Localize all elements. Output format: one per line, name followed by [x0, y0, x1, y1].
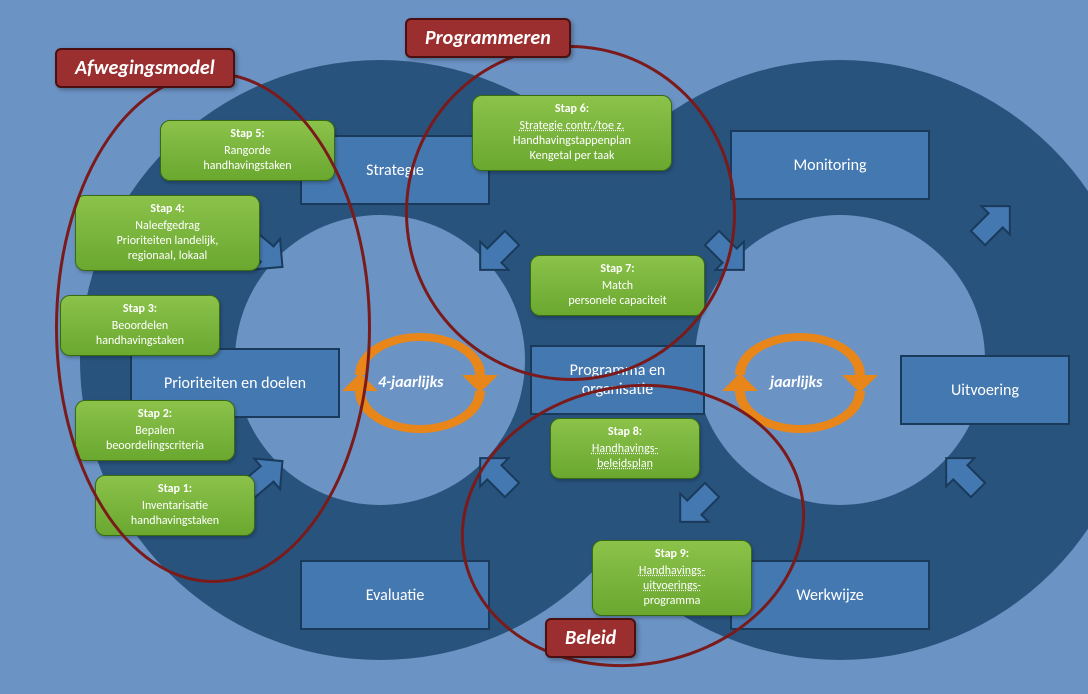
step-3-line2: handhavingstaken [96, 334, 184, 349]
step-1-line1: Inventarisatie [142, 499, 208, 514]
step-7-title: Stap 7: [600, 262, 634, 277]
step-6: Stap 6: Strategie contr./toe z.Handhaving… [472, 95, 672, 171]
step-3-title: Stap 3: [123, 302, 157, 317]
step-1-title: Stap 1: [158, 482, 192, 497]
step-9-line1: Handhavings- [639, 564, 705, 579]
step-2-title: Stap 2: [138, 407, 172, 422]
step-6-line3: Kengetal per taak [530, 149, 615, 164]
label-beleid: Beleid [545, 618, 636, 658]
box-monitoring: Monitoring [730, 130, 930, 200]
step-6-line1: Strategie contr./toe z. [520, 119, 625, 134]
step-8: Stap 8: Handhavings-beleidsplan [550, 418, 700, 479]
step-1: Stap 1: Inventarisatiehandhavingstaken [95, 475, 255, 536]
step-2: Stap 2: Bepalenbeoordelingscriteria [75, 400, 235, 461]
step-4: Stap 4: NaleefgedragPrioriteiten landelij… [75, 195, 260, 271]
step-4-line3: regionaal, lokaal [128, 249, 208, 264]
step-4-line1: Naleefgedrag [135, 219, 200, 234]
step-9-title: Stap 9: [655, 547, 689, 562]
step-5-title: Stap 5: [230, 127, 264, 142]
step-8-line2: beleidsplan [597, 457, 653, 472]
step-5-line2: handhavingstaken [203, 159, 291, 174]
step-2-line2: beoordelingscriteria [106, 439, 204, 454]
step-6-title: Stap 6: [555, 102, 589, 117]
step-8-title: Stap 8: [608, 425, 642, 440]
box-programma: Programma en organisatie [530, 345, 705, 415]
step-3-line1: Beoordelen [112, 319, 168, 334]
step-4-title: Stap 4: [150, 202, 184, 217]
step-1-line2: handhavingstaken [131, 514, 219, 529]
step-4-line2: Prioriteiten landelijk, [117, 234, 219, 249]
step-5: Stap 5: Rangordehandhavingstaken [160, 120, 335, 181]
step-7: Stap 7: Matchpersonele capaciteit [530, 255, 705, 316]
label-afwegingsmodel: Afwegingsmodel [55, 48, 235, 88]
step-3: Stap 3: Beoordelenhandhavingstaken [60, 295, 220, 356]
step-9: Stap 9: Handhavings-uitvoerings-programma [592, 540, 752, 616]
step-5-line1: Rangorde [224, 144, 271, 159]
step-2-line1: Bepalen [135, 424, 175, 439]
step-9-line2: uitvoerings- [643, 579, 701, 594]
step-9-line3: programma [644, 594, 701, 609]
step-6-line2: Handhavingstappenplan [513, 134, 631, 149]
label-programmeren: Programmeren [405, 18, 571, 58]
box-evaluatie: Evaluatie [300, 560, 490, 630]
box-uitvoering: Uitvoering [900, 355, 1070, 425]
step-8-line1: Handhavings- [592, 442, 658, 457]
step-7-line1: Match [602, 279, 633, 294]
step-7-line2: personele capaciteit [568, 294, 666, 309]
box-werkwijze: Werkwijze [730, 560, 930, 630]
diagram-stage: 4-jaarlijks jaarlijks Prioriteiten en do… [0, 0, 1088, 657]
